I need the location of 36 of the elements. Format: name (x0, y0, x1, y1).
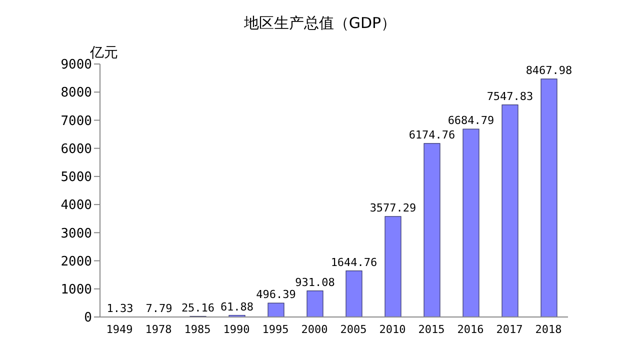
x-tick-label: 1985 (184, 322, 211, 336)
data-label: 6684.79 (448, 114, 494, 128)
data-label: 496.39 (256, 288, 296, 302)
data-label: 1644.76 (330, 256, 378, 269)
y-tick-label: 9000 (60, 58, 92, 73)
y-tick-label: 2000 (60, 254, 92, 270)
x-tick-label: 2016 (457, 322, 484, 336)
data-label: 25.16 (181, 301, 215, 314)
x-tick-label: 2010 (379, 322, 406, 336)
x-tick-label: 2017 (496, 322, 523, 336)
x-tick-label: 2005 (340, 322, 367, 336)
x-tick-label: 1949 (106, 322, 133, 336)
data-label: 7547.83 (486, 90, 534, 103)
x-tick-label: 2015 (418, 322, 445, 336)
y-tick-label: 6000 (60, 142, 92, 157)
y-tick-label: 8000 (60, 86, 92, 101)
data-label: 7.79 (146, 302, 172, 315)
y-tick-label: 4000 (60, 198, 92, 214)
x-tick-label: 1995 (262, 322, 289, 336)
x-tick-label: 2018 (535, 322, 562, 336)
data-label: 6174.76 (408, 128, 456, 142)
data-label: 8467.98 (526, 64, 572, 77)
x-tick-label: 2000 (301, 322, 328, 336)
x-tick-label: 1978 (145, 322, 172, 336)
data-label: 931.08 (295, 276, 335, 289)
x-tick-label: 1990 (223, 322, 250, 336)
y-tick-label: 5000 (60, 170, 92, 186)
y-tick-label: 7000 (60, 114, 92, 129)
data-label: 3577.29 (370, 201, 416, 214)
y-axis-title: 亿元 (90, 44, 118, 61)
data-label: 61.88 (220, 300, 254, 314)
y-tick-label: 1000 (60, 282, 92, 298)
chart-title: 地区生产总值（GDP） (242, 14, 398, 33)
y-tick-label: 3000 (60, 226, 92, 242)
data-label: 1.33 (106, 302, 134, 315)
y-tick-label: 0 (84, 310, 92, 326)
